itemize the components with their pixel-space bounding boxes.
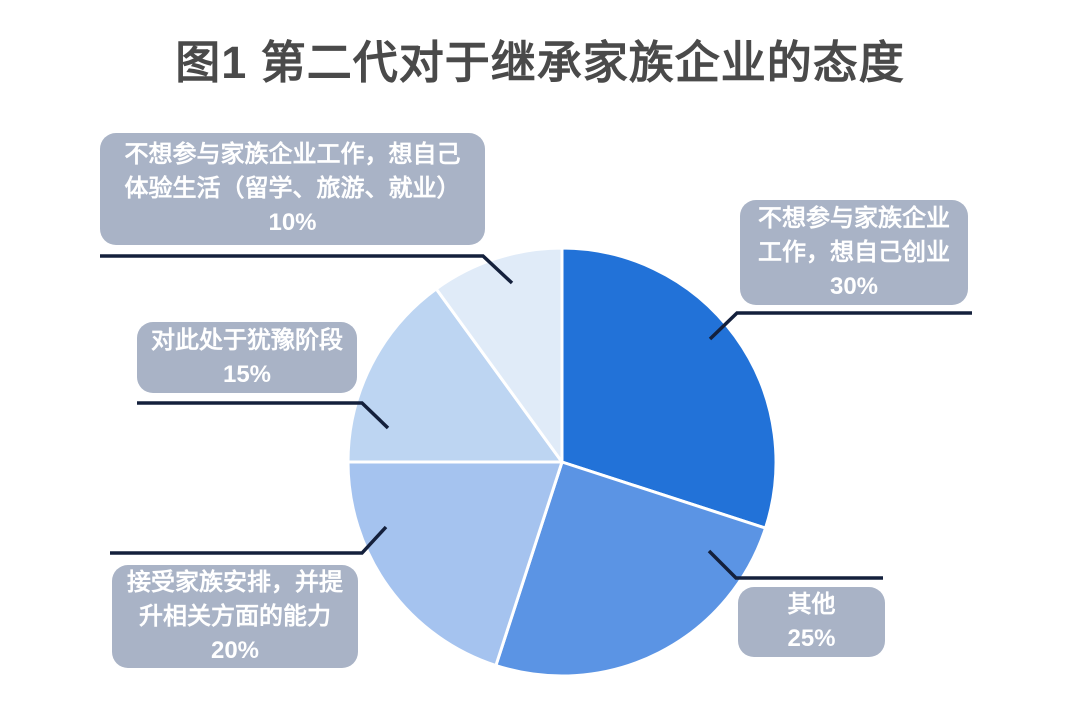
leader-line-25pct xyxy=(707,549,883,580)
callout-text-20pct: 接受家族安排，并提 升相关方面的能力 20% xyxy=(127,568,343,664)
pie-slice-15pct xyxy=(346,287,564,464)
callout-text-25pct: 其他 25% xyxy=(787,591,836,652)
leader-line-20pct xyxy=(110,525,388,555)
pie-slice-30pct xyxy=(560,246,778,530)
callout-label-15pct: 对此处于犹豫阶段 15% xyxy=(137,322,357,393)
leader-line-15pct xyxy=(137,401,390,430)
pie-slice-20pct xyxy=(346,460,564,668)
callout-text-30pct: 不想参与家族企业 工作，想自己创业 30% xyxy=(758,204,950,300)
callout-label-20pct: 接受家族安排，并提 升相关方面的能力 20% xyxy=(112,565,358,668)
leader-line-10pct xyxy=(100,254,514,285)
pie-slice-10pct xyxy=(434,246,564,464)
pie-slices xyxy=(346,246,778,678)
callout-label-25pct: 其他 25% xyxy=(738,587,885,657)
chart-title: 图1 第二代对于继承家族企业的态度 xyxy=(175,37,905,88)
callout-label-30pct: 不想参与家族企业 工作，想自己创业 30% xyxy=(740,200,968,305)
leader-line-30pct xyxy=(708,311,972,341)
pie-slice-25pct xyxy=(494,460,768,678)
callout-label-10pct: 不想参与家族企业工作，想自己 体验生活（留学、旅游、就业） 10% xyxy=(100,133,485,245)
callout-text-15pct: 对此处于犹豫阶段 15% xyxy=(151,326,343,388)
callout-text-10pct: 不想参与家族企业工作，想自己 体验生活（留学、旅游、就业） 10% xyxy=(124,141,461,236)
